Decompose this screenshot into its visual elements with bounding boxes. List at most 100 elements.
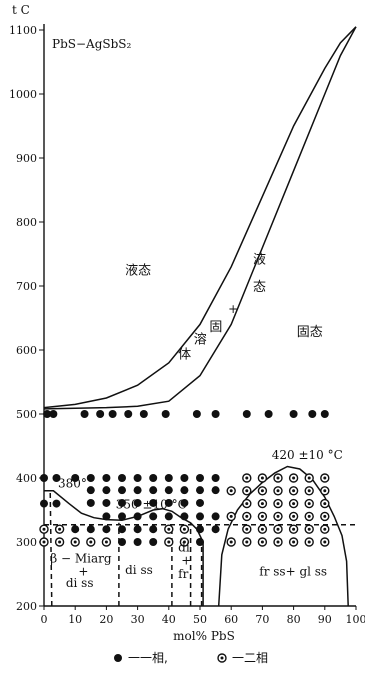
two-phase-point-core — [58, 528, 61, 531]
two-phase-point-core — [105, 541, 108, 544]
x-tick-label: 20 — [99, 613, 113, 626]
one-phase-point — [212, 486, 220, 494]
two-phase-point-core — [292, 541, 295, 544]
legend-item: 一二相 — [218, 651, 268, 665]
x-tick-label: 90 — [318, 613, 332, 626]
one-phase-point — [180, 474, 188, 482]
two-phase-point-core — [261, 528, 264, 531]
two-phase-point — [227, 512, 235, 520]
two-phase-point-core — [261, 541, 264, 544]
x-tick-label: 80 — [287, 613, 301, 626]
one-phase-point — [162, 410, 170, 418]
x-tick-label: 0 — [41, 613, 48, 626]
one-phase-point — [212, 512, 220, 520]
two-phase-point-core — [308, 477, 311, 480]
two-phase-point — [258, 487, 266, 495]
two-phase-point — [321, 487, 329, 495]
dashed-phase-boundary — [50, 491, 52, 606]
one-phase-point — [321, 410, 329, 418]
two-phase-point — [290, 512, 298, 520]
two-phase-point — [290, 538, 298, 546]
two-phase-point-core — [74, 541, 77, 544]
two-phase-point — [258, 538, 266, 546]
two-phase-point — [227, 487, 235, 495]
one-phase-point — [149, 525, 157, 533]
annotation-solid-solution-1: 固 — [209, 320, 222, 335]
one-phase-point — [193, 410, 201, 418]
two-phase-point-core — [245, 515, 248, 518]
two-phase-point-core — [308, 489, 311, 492]
two-phase-point — [290, 500, 298, 508]
two-phase-point-core — [308, 541, 311, 544]
one-phase-point — [134, 538, 142, 546]
two-phase-point — [56, 525, 64, 533]
one-phase-point — [165, 486, 173, 494]
one-phase-point — [308, 410, 316, 418]
two-phase-point-core — [58, 541, 61, 544]
y-tick-label: 600 — [16, 344, 37, 357]
one-phase-point — [87, 525, 95, 533]
y-tick-label: 900 — [16, 152, 37, 165]
annotation-t420: 420 ±10 °C — [272, 448, 343, 462]
two-phase-point — [243, 487, 251, 495]
two-phase-point-core — [292, 515, 295, 518]
two-phase-point — [305, 538, 313, 546]
y-tick-label: 1100 — [9, 24, 37, 37]
two-phase-point — [243, 538, 251, 546]
legend-marker-filled — [114, 654, 122, 662]
two-phase-point-core — [323, 528, 326, 531]
annotation-fr: fr — [178, 567, 188, 581]
one-phase-point — [149, 538, 157, 546]
y-tick-label: 1000 — [9, 88, 37, 101]
one-phase-point — [87, 474, 95, 482]
one-phase-point — [265, 410, 273, 418]
two-phase-point-core — [230, 541, 233, 544]
one-phase-point — [212, 474, 220, 482]
one-phase-point — [118, 512, 126, 520]
one-phase-point — [118, 474, 126, 482]
two-phase-point — [305, 512, 313, 520]
two-phase-point-core — [277, 515, 280, 518]
y-axis-title: t C — [12, 3, 30, 17]
two-phase-point-core — [323, 515, 326, 518]
one-phase-point — [118, 538, 126, 546]
two-phase-point-core — [277, 502, 280, 505]
one-phase-point — [134, 486, 142, 494]
two-phase-point-core — [43, 541, 46, 544]
two-phase-point — [165, 525, 173, 533]
two-phase-point-core — [245, 489, 248, 492]
solidus-curve — [44, 27, 356, 409]
one-phase-point — [109, 410, 117, 418]
two-phase-point — [102, 538, 110, 546]
two-phase-point-core — [43, 528, 46, 531]
two-phase-point-core — [277, 541, 280, 544]
y-tick-label: 500 — [16, 408, 37, 421]
two-phase-point — [180, 525, 188, 533]
legend-label: 一二相 — [232, 651, 268, 665]
two-phase-point-core — [323, 541, 326, 544]
two-phase-point-core — [308, 515, 311, 518]
two-phase-point-core — [245, 528, 248, 531]
two-phase-point-core — [261, 515, 264, 518]
two-phase-point — [290, 474, 298, 482]
one-phase-point — [140, 410, 148, 418]
x-tick-label: 40 — [162, 613, 176, 626]
x-tick-label: 70 — [255, 613, 269, 626]
annotation-solid-solution-2: 溶 — [194, 333, 207, 348]
two-phase-point — [290, 525, 298, 533]
two-phase-point-core — [89, 541, 92, 544]
annotation-liquid-3: 态 — [253, 280, 266, 295]
two-phase-point-core — [245, 477, 248, 480]
two-phase-point-core — [308, 528, 311, 531]
y-tick-label: 200 — [16, 600, 37, 613]
annotation-solid: 固态 — [297, 325, 323, 340]
one-phase-point — [290, 410, 298, 418]
one-phase-point — [149, 486, 157, 494]
two-phase-point — [274, 487, 282, 495]
two-phase-point — [40, 538, 48, 546]
annotation-di-plus: + — [181, 553, 191, 567]
one-phase-point — [196, 499, 204, 507]
one-phase-point — [134, 474, 142, 482]
